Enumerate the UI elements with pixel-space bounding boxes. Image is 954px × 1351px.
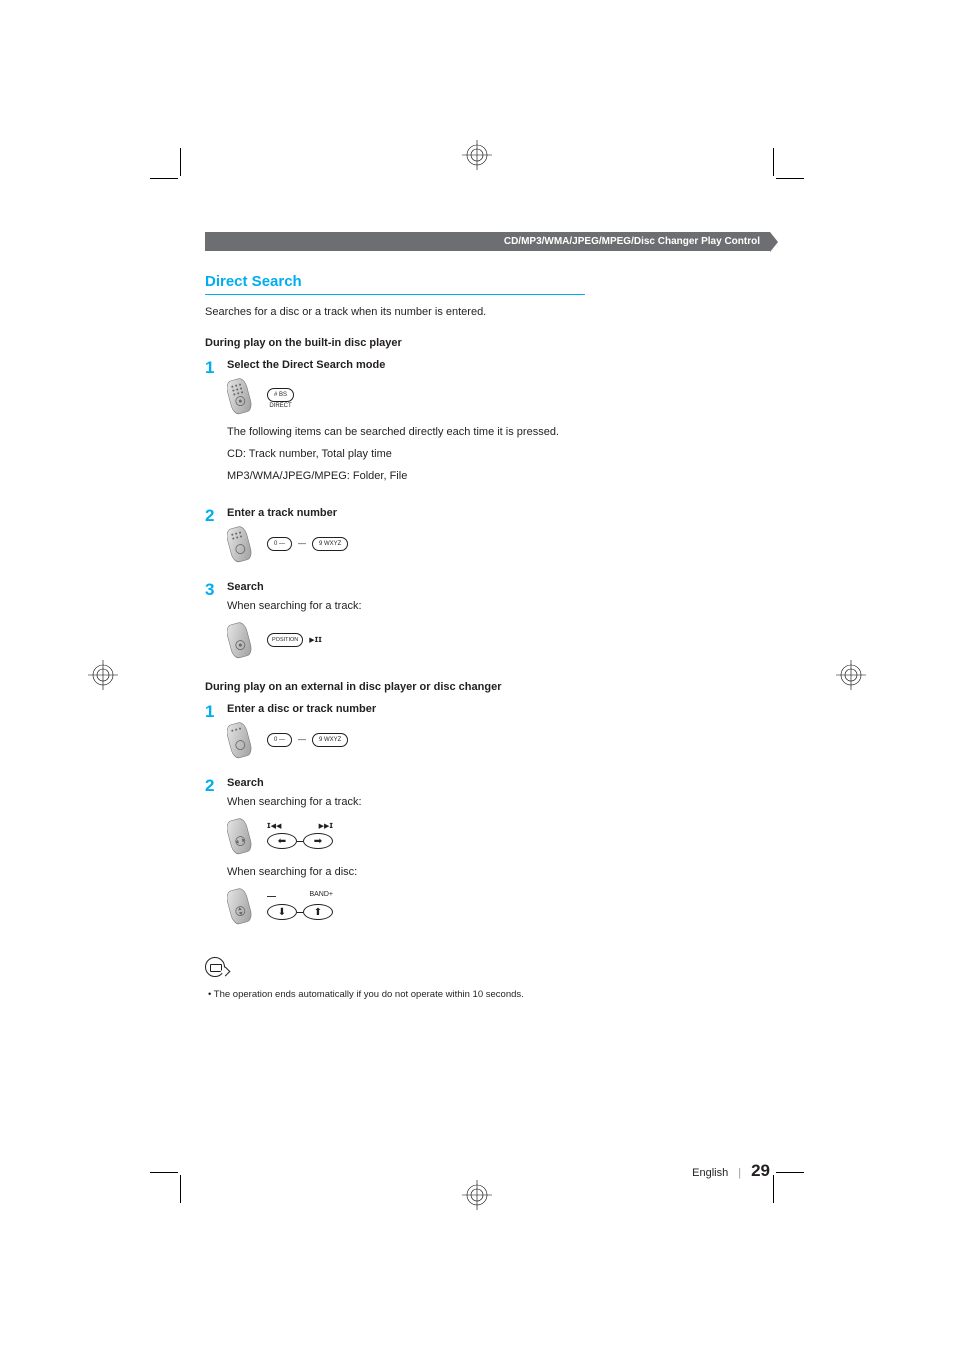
- external-heading: During play on an external in disc playe…: [205, 681, 585, 693]
- external-step-1: 1 Enter a disc or track number 0 — — 9 W…: [205, 703, 585, 769]
- crop-mark: [150, 178, 178, 179]
- remote-icon: [227, 377, 253, 415]
- section-title: Direct Search: [205, 273, 585, 295]
- remote-icon: [227, 887, 253, 925]
- crop-mark: [180, 148, 181, 176]
- next-track-label: ▶▶𝗜: [319, 822, 333, 830]
- footer-language: English: [692, 1167, 728, 1179]
- prev-track-label: 𝗜◀◀: [267, 822, 281, 830]
- crop-mark: [776, 178, 804, 179]
- step-number: 2: [205, 777, 227, 935]
- builtin-step-2: 2 Enter a track number 0 — — 9 WXYZ: [205, 507, 585, 573]
- step-number: 3: [205, 581, 227, 669]
- registration-mark-bottom: [462, 1180, 492, 1210]
- minus-label: —: [267, 891, 276, 901]
- direct-button: # BS: [267, 388, 294, 402]
- builtin-step-1: 1 Select the Direct Search mode # BS DIR…: [205, 359, 585, 499]
- left-arrow-button: ⬅: [267, 833, 297, 849]
- note-icon: [205, 957, 225, 977]
- registration-mark-top: [462, 140, 492, 170]
- step-label: Search: [227, 581, 585, 593]
- registration-mark-right: [836, 660, 866, 690]
- step-desc: CD: Track number, Total play time: [227, 447, 585, 463]
- button-9: 9 WXYZ: [312, 733, 348, 747]
- crop-mark: [773, 1175, 774, 1203]
- button-0: 0 —: [267, 537, 292, 551]
- remote-icon: [227, 817, 253, 855]
- step-number: 1: [205, 359, 227, 499]
- step-text: When searching for a disc:: [227, 865, 585, 881]
- step-text: When searching for a track:: [227, 795, 585, 811]
- number-button-range: 0 — — 9 WXYZ: [267, 537, 348, 551]
- breadcrumb: CD/MP3/WMA/JPEG/MPEG/Disc Changer Play C…: [504, 236, 760, 247]
- step-label: Enter a track number: [227, 507, 585, 519]
- builtin-step-3: 3 Search When searching for a track: POS…: [205, 581, 585, 669]
- crop-mark: [150, 1172, 178, 1173]
- step-number: 1: [205, 703, 227, 769]
- band-plus-label: BAND+: [309, 891, 333, 901]
- disc-band-button-group: — BAND+ ⬇ ⬆: [267, 891, 333, 921]
- direct-button-group: # BS DIRECT: [267, 383, 294, 409]
- number-button-range: 0 — — 9 WXYZ: [267, 733, 348, 747]
- footer-separator: |: [738, 1167, 741, 1179]
- direct-button-sublabel: DIRECT: [267, 403, 294, 409]
- range-dash: —: [298, 735, 306, 744]
- step-desc: The following items can be searched dire…: [227, 425, 585, 441]
- page-number: 29: [751, 1161, 770, 1181]
- remote-icon: [227, 721, 253, 759]
- note-text: • The operation ends automatically if yo…: [205, 988, 585, 1001]
- step-text: When searching for a track:: [227, 599, 585, 615]
- crop-mark: [773, 148, 774, 176]
- remote-icon: [227, 525, 253, 563]
- up-arrow-button: ⬆: [303, 904, 333, 920]
- step-number: 2: [205, 507, 227, 573]
- crop-mark: [776, 1172, 804, 1173]
- step-label: Enter a disc or track number: [227, 703, 585, 715]
- prev-next-button-group: 𝗜◀◀ ▶▶𝗜 ⬅ ➡: [267, 822, 333, 850]
- step-desc: MP3/WMA/JPEG/MPEG: Folder, File: [227, 469, 585, 485]
- section-intro: Searches for a disc or a track when its …: [205, 305, 585, 321]
- right-arrow-button: ➡: [303, 833, 333, 849]
- registration-mark-left: [88, 660, 118, 690]
- range-dash: —: [298, 539, 306, 548]
- page-footer: English | 29: [692, 1161, 770, 1181]
- step-label: Search: [227, 777, 585, 789]
- remote-icon: [227, 621, 253, 659]
- position-button: POSITION: [267, 633, 303, 647]
- section-header-bar: CD/MP3/WMA/JPEG/MPEG/Disc Changer Play C…: [205, 232, 770, 251]
- external-step-2: 2 Search When searching for a track: 𝗜◀◀…: [205, 777, 585, 935]
- position-button-group: POSITION ▶𝗜𝗜: [267, 633, 322, 647]
- play-pause-glyph: ▶𝗜𝗜: [309, 636, 322, 644]
- step-label: Select the Direct Search mode: [227, 359, 585, 371]
- crop-mark: [180, 1175, 181, 1203]
- builtin-heading: During play on the built-in disc player: [205, 337, 585, 349]
- button-9: 9 WXYZ: [312, 537, 348, 551]
- button-0: 0 —: [267, 733, 292, 747]
- down-arrow-button: ⬇: [267, 904, 297, 920]
